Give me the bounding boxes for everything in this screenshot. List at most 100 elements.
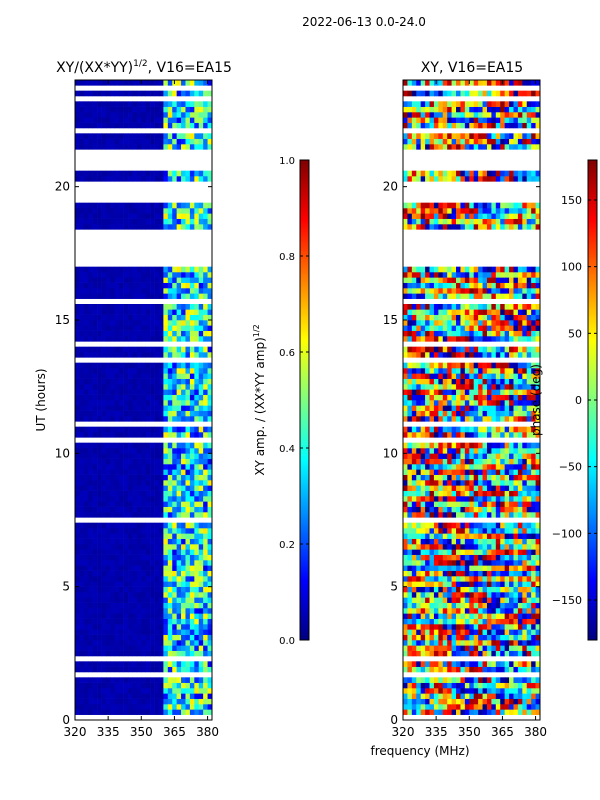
- amp-heat-cell: [185, 501, 191, 507]
- phase-heat-cell: [442, 506, 448, 513]
- amp-heat-cell: [105, 325, 111, 331]
- phase-heat-cell: [522, 336, 528, 342]
- phase-heat-cell: [469, 389, 475, 395]
- phase-heat-cell: [416, 325, 421, 331]
- amp-heat-cell: [110, 554, 116, 561]
- amp-heat-cell: [105, 314, 111, 321]
- amp-heat-cell: [119, 704, 124, 710]
- amp-heat-cell: [185, 592, 191, 598]
- amp-heat-cell: [132, 458, 138, 465]
- phase-heat-cell: [433, 373, 439, 379]
- amp-heat-cell: [128, 624, 133, 630]
- amp-heat-cell: [172, 208, 177, 214]
- phase-heat-cell: [482, 368, 488, 374]
- amp-heat-cell: [132, 501, 138, 507]
- amp-heat-cell: [119, 693, 124, 699]
- phase-heat-cell: [464, 469, 470, 475]
- amp-heat-cell: [110, 634, 116, 641]
- phase-heat-cell: [491, 565, 497, 571]
- amp-heat-cell: [181, 528, 186, 534]
- phase-heat-cell: [429, 709, 435, 715]
- amp-heat-cell: [167, 346, 173, 353]
- phase-heat-cell: [433, 506, 439, 513]
- phase-heat-cell: [486, 528, 492, 534]
- phase-heat-cell: [438, 410, 444, 417]
- phase-heat-cell: [447, 474, 452, 481]
- amp-heat-cell: [154, 469, 160, 475]
- phase-heat-cell: [513, 373, 519, 379]
- phase-heat-cell: [464, 336, 470, 342]
- phase-heat-cell: [473, 485, 479, 491]
- amp-heat-cell: [97, 400, 102, 406]
- phase-heat-cell: [438, 650, 444, 657]
- amp-heat-cell: [172, 384, 177, 390]
- phase-heat-cell: [464, 368, 470, 374]
- amp-heat-cell: [97, 309, 102, 315]
- phase-heat-cell: [425, 693, 430, 699]
- amp-heat-cell: [132, 373, 138, 379]
- amp-heat-cell: [97, 138, 102, 145]
- amp-heat-cell: [185, 304, 191, 310]
- phase-heat-cell: [513, 640, 519, 646]
- amp-heat-cell: [194, 122, 200, 129]
- amp-heat-cell: [172, 581, 177, 587]
- phase-heat-cell: [504, 645, 510, 651]
- amp-heat-cell: [185, 570, 191, 577]
- amp-heat-cell: [136, 410, 142, 417]
- phase-heat-cell: [442, 512, 448, 518]
- amp-heat-cell: [203, 346, 208, 353]
- amp-heat-cell: [92, 496, 98, 502]
- amp-heat-cell: [119, 501, 124, 507]
- amp-heat-cell: [163, 202, 169, 209]
- amp-heat-cell: [88, 485, 93, 491]
- phase-heat-cell: [531, 645, 536, 651]
- amp-heat-cell: [141, 352, 147, 358]
- amp-heat-cell: [189, 272, 195, 278]
- amp-heat-cell: [101, 544, 107, 550]
- amp-heat-cell: [198, 485, 204, 491]
- phase-heat-cell: [464, 565, 470, 571]
- amp-heat-cell: [158, 400, 164, 406]
- amp-heat-cell: [154, 565, 160, 571]
- amp-heat-cell: [145, 698, 151, 705]
- amp-heat-cell: [92, 506, 98, 513]
- amp-heat-cell: [119, 394, 124, 401]
- amp-heat-cell: [136, 544, 142, 550]
- amp-heat-cell: [128, 608, 133, 614]
- phase-heat-cell: [504, 576, 510, 582]
- phase-heat-cell: [535, 698, 541, 705]
- amp-heat-cell: [97, 453, 102, 459]
- amp-heat-cell: [119, 122, 124, 129]
- amp-heat-cell: [128, 544, 133, 550]
- amp-heat-cell: [83, 613, 89, 619]
- amp-heat-cell: [194, 629, 200, 635]
- phase-heat-cell: [407, 554, 413, 561]
- phase-heat-cell: [464, 378, 470, 385]
- amp-heat-cell: [105, 549, 111, 555]
- amp-heat-cell: [128, 213, 133, 219]
- phase-heat-cell: [416, 602, 421, 609]
- amp-heat-cell: [176, 426, 182, 433]
- phase-heat-cell: [460, 704, 466, 710]
- amp-heat-cell: [172, 570, 177, 577]
- phase-heat-cell: [535, 538, 541, 545]
- phase-heat-cell: [469, 560, 475, 566]
- amp-heat-cell: [150, 666, 155, 673]
- amp-heat-cell: [119, 442, 124, 449]
- phase-heat-cell: [403, 496, 408, 502]
- amp-heat-cell: [207, 586, 213, 593]
- amp-heat-cell: [128, 650, 133, 657]
- amp-heat-cell: [189, 469, 195, 475]
- amp-heat-cell: [123, 213, 129, 219]
- amp-heat-cell: [132, 682, 138, 689]
- amp-heat-cell: [203, 538, 208, 545]
- phase-heat-cell: [420, 544, 426, 550]
- amp-heat-cell: [97, 293, 102, 299]
- amp-heat-cell: [83, 346, 89, 353]
- amp-heat-cell: [97, 266, 102, 273]
- amp-heat-cell: [181, 650, 186, 657]
- phase-heat-cell: [403, 432, 408, 438]
- amp-heat-cell: [75, 277, 80, 283]
- amp-heat-cell: [207, 469, 213, 475]
- amp-heat-cell: [141, 597, 147, 603]
